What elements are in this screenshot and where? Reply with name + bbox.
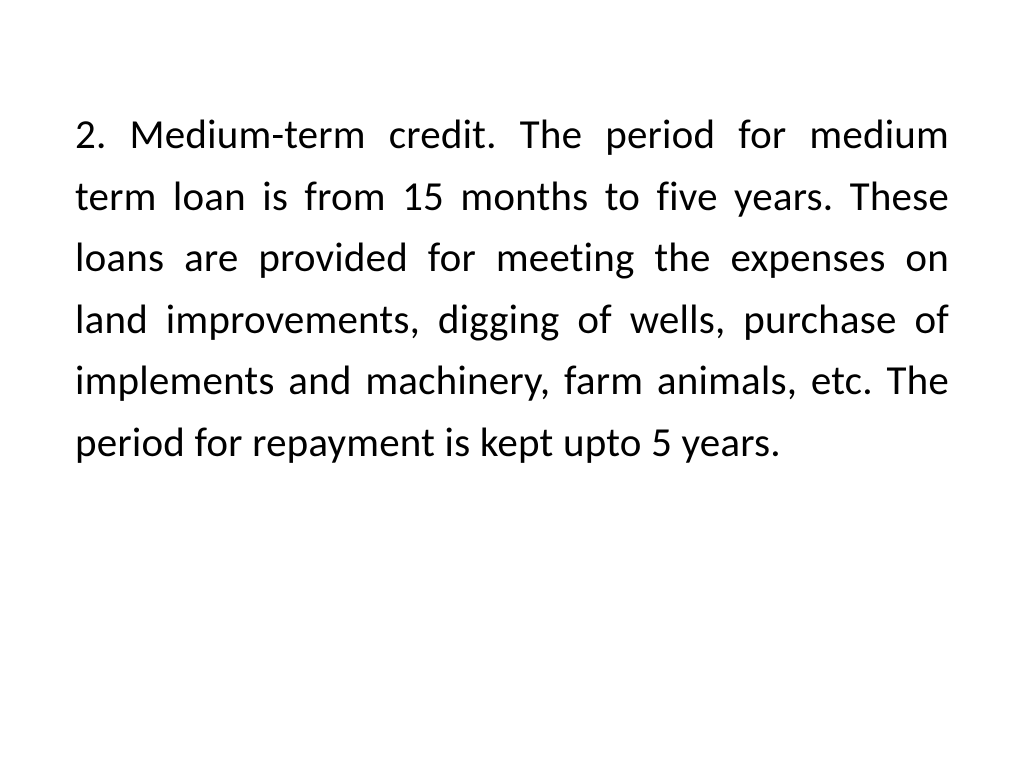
body-paragraph: 2. Medium-term credit. The period for me… [75, 105, 949, 474]
document-content: 2. Medium-term credit. The period for me… [0, 0, 1024, 474]
